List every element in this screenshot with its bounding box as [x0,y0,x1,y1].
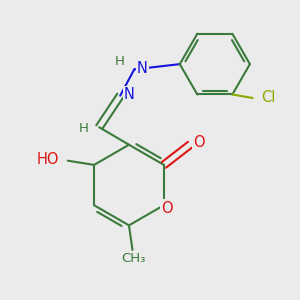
Text: H: H [115,55,124,68]
Text: CH₃: CH₃ [121,252,146,265]
Text: N: N [137,61,148,76]
Text: N: N [124,88,135,103]
Text: O: O [193,135,205,150]
Text: O: O [162,200,173,215]
Text: Cl: Cl [262,90,276,105]
Text: H: H [79,122,89,136]
Text: HO: HO [37,152,59,167]
